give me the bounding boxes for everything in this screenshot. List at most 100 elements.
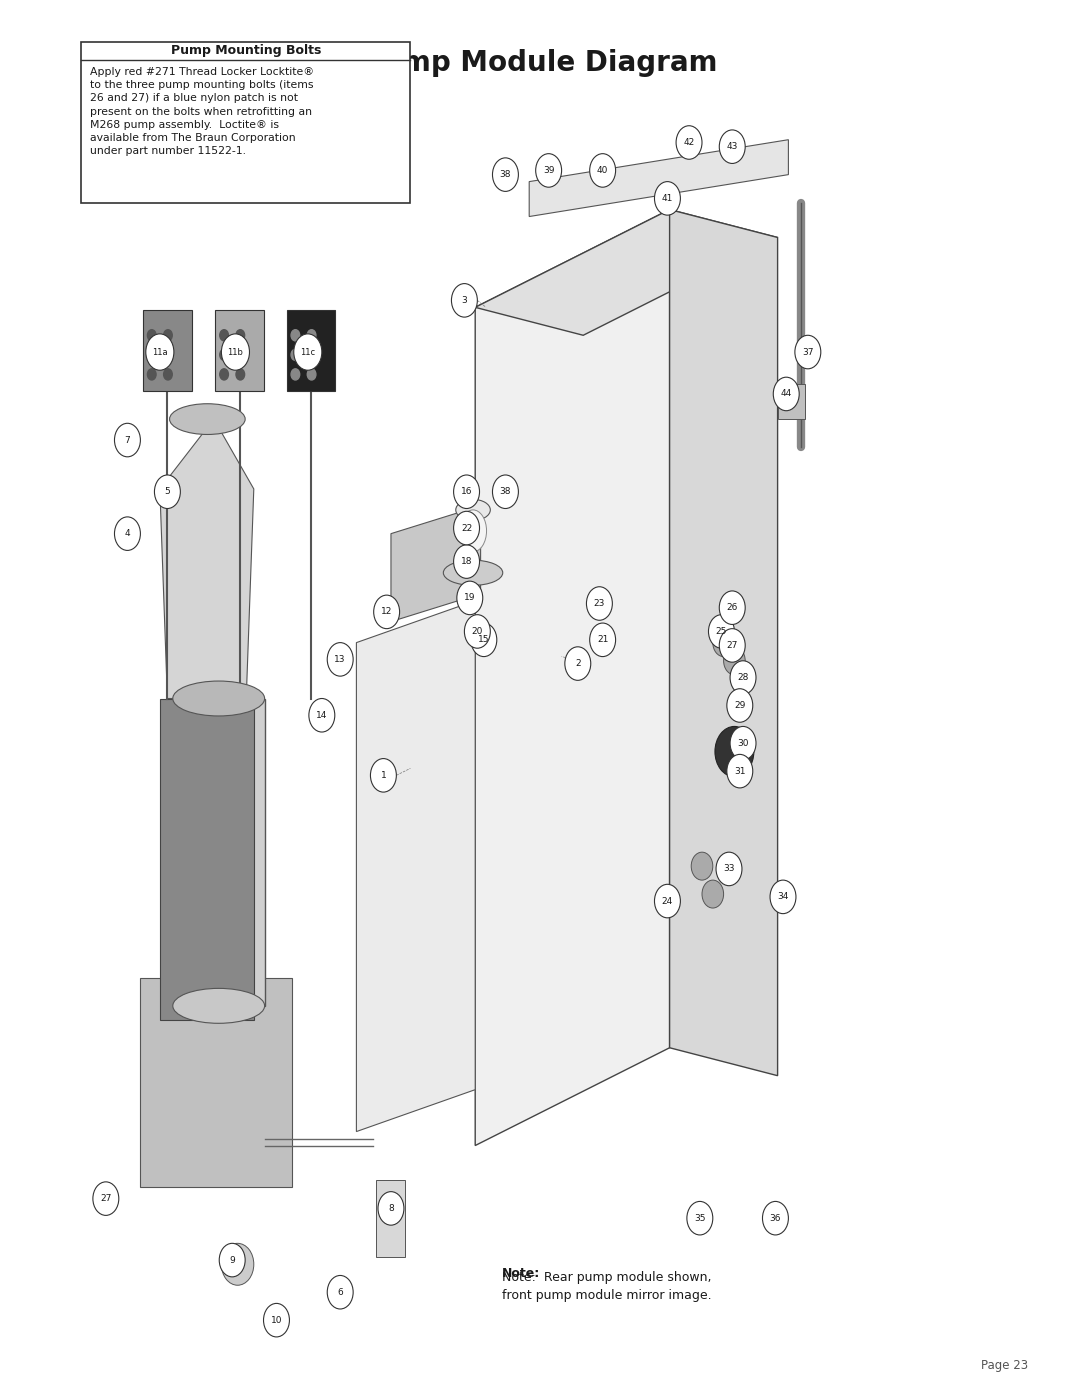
Circle shape [264,1303,289,1337]
Circle shape [730,726,756,760]
Circle shape [307,349,315,360]
Ellipse shape [170,404,245,434]
Circle shape [457,581,483,615]
Text: 35: 35 [694,1214,705,1222]
Circle shape [713,629,734,657]
Circle shape [220,330,229,341]
Text: 11a: 11a [152,348,167,356]
Text: 39: 39 [543,166,554,175]
Circle shape [702,880,724,908]
Circle shape [715,726,754,777]
Circle shape [727,754,753,788]
Circle shape [147,369,157,380]
Text: 21: 21 [597,636,608,644]
Text: 36: 36 [770,1214,781,1222]
Circle shape [294,334,322,370]
Circle shape [691,852,713,880]
Text: 28: 28 [738,673,748,682]
Polygon shape [778,384,805,419]
Polygon shape [391,506,481,622]
Circle shape [114,517,140,550]
Text: 5: 5 [164,488,171,496]
Bar [173,698,265,1006]
Circle shape [237,330,245,341]
Text: 24: 24 [662,897,673,905]
Polygon shape [475,210,778,335]
Circle shape [454,475,480,509]
Circle shape [719,629,745,662]
Text: 10: 10 [271,1316,282,1324]
Text: 8: 8 [388,1204,394,1213]
Text: 15: 15 [478,636,489,644]
Text: 16: 16 [461,488,472,496]
Circle shape [164,349,173,360]
Text: 27: 27 [100,1194,111,1203]
Circle shape [147,330,157,341]
Circle shape [492,475,518,509]
Circle shape [291,349,299,360]
Text: 7: 7 [124,436,131,444]
Polygon shape [376,1180,405,1257]
Text: 14: 14 [316,711,327,719]
Circle shape [146,334,174,370]
Circle shape [590,623,616,657]
Text: 3: 3 [461,296,468,305]
Circle shape [586,587,612,620]
Text: 27: 27 [727,641,738,650]
Circle shape [219,1243,245,1277]
Text: Note:  Rear pump module shown,
front pump module mirror image.: Note: Rear pump module shown, front pump… [502,1271,712,1302]
Circle shape [451,284,477,317]
Text: 38: 38 [500,488,511,496]
Text: Pump Module Diagram: Pump Module Diagram [362,49,718,77]
Circle shape [676,126,702,159]
Bar [286,310,335,391]
Text: 2: 2 [575,659,581,668]
Text: 18: 18 [461,557,472,566]
Ellipse shape [173,989,265,1023]
Circle shape [327,643,353,676]
Text: 22: 22 [461,524,472,532]
Circle shape [114,423,140,457]
Text: 9: 9 [229,1256,235,1264]
Circle shape [454,545,480,578]
Circle shape [654,182,680,215]
Text: 11b: 11b [228,348,243,356]
Circle shape [164,330,173,341]
Text: 4: 4 [124,529,131,538]
Circle shape [464,615,490,648]
Polygon shape [140,978,292,1187]
Text: 12: 12 [381,608,392,616]
Text: 34: 34 [778,893,788,901]
Text: 40: 40 [597,166,608,175]
Circle shape [719,130,745,163]
Bar [216,310,265,391]
Text: 25: 25 [716,627,727,636]
Circle shape [730,661,756,694]
Text: 30: 30 [738,739,748,747]
FancyBboxPatch shape [81,42,410,203]
Circle shape [237,349,245,360]
Circle shape [708,615,734,648]
Circle shape [565,647,591,680]
Circle shape [309,698,335,732]
Circle shape [773,377,799,411]
Polygon shape [475,210,670,1146]
Circle shape [307,369,315,380]
Circle shape [770,880,796,914]
Circle shape [536,154,562,187]
Circle shape [221,1243,254,1285]
Text: 23: 23 [594,599,605,608]
Circle shape [654,884,680,918]
Polygon shape [529,140,788,217]
Circle shape [727,689,753,722]
Circle shape [147,349,157,360]
Text: Apply red #271 Thread Locker Locktite®
to the three pump mounting bolts (items
2: Apply red #271 Thread Locker Locktite® t… [90,67,314,156]
Circle shape [154,475,180,509]
Circle shape [471,623,497,657]
Circle shape [93,1182,119,1215]
Circle shape [795,335,821,369]
Bar [143,310,192,391]
Circle shape [454,511,480,545]
Text: Pump Mounting Bolts: Pump Mounting Bolts [171,45,321,57]
Text: 29: 29 [734,701,745,710]
